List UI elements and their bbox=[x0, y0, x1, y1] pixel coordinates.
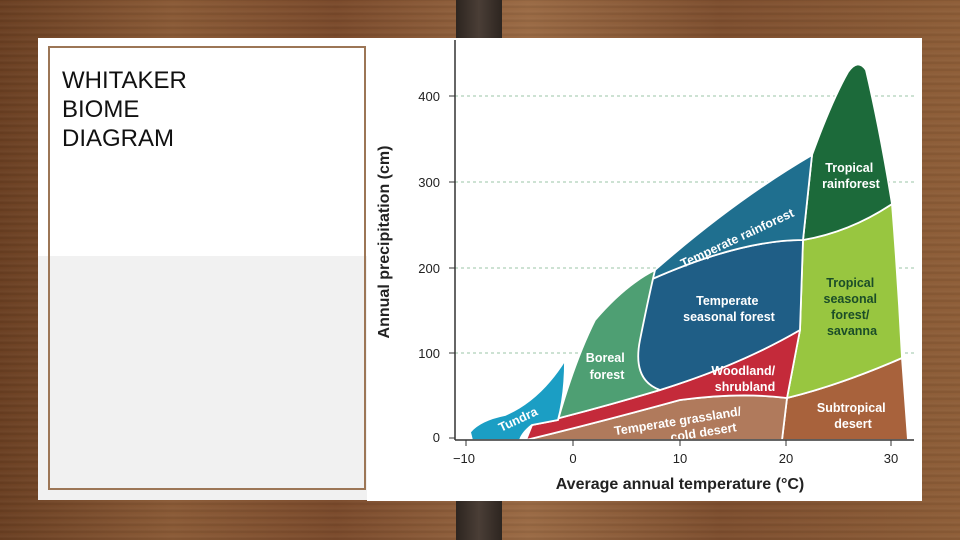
whittaker-figure: Tundra Boreal forest Temperate rainfores… bbox=[367, 38, 922, 501]
region-tundra bbox=[469, 359, 566, 441]
label-subtropical-desert: Subtropical desert bbox=[817, 401, 889, 431]
card-lower-panel bbox=[38, 256, 368, 500]
y-tick-label-100: 100 bbox=[418, 346, 440, 361]
y-tick-label-0: 0 bbox=[433, 430, 440, 445]
label-woodland-line2: shrubland bbox=[715, 380, 775, 394]
x-tick-label-m10: −10 bbox=[453, 451, 475, 466]
y-tick-label-400: 400 bbox=[418, 89, 440, 104]
x-tick-label-10: 10 bbox=[673, 451, 687, 466]
biome-chart: Tundra Boreal forest Temperate rainfores… bbox=[376, 40, 914, 493]
label-boreal-line1: Boreal bbox=[586, 351, 625, 365]
label-tsfs-line2: seasonal bbox=[824, 292, 878, 306]
label-woodland-line1: Woodland/ bbox=[711, 364, 775, 378]
label-tsfs-line4: savanna bbox=[827, 324, 878, 338]
label-boreal-line2: forest bbox=[590, 368, 626, 382]
x-tick-label-20: 20 bbox=[779, 451, 793, 466]
y-axis-ticks: 0 100 200 300 400 bbox=[418, 89, 455, 445]
y-axis-title: Annual precipitation (cm) bbox=[376, 146, 393, 339]
region-temperate-rainforest bbox=[649, 154, 813, 281]
region-tropical-rainforest bbox=[802, 63, 893, 241]
x-tick-label-0: 0 bbox=[569, 451, 576, 466]
x-axis-ticks: −10 0 10 20 30 bbox=[453, 440, 898, 466]
axes bbox=[454, 40, 914, 441]
label-tropical-seasonal-forest: Tropical seasonal forest/ savanna bbox=[824, 276, 881, 338]
label-tsfs-line1: Tropical bbox=[826, 276, 874, 290]
y-tick-label-200: 200 bbox=[418, 261, 440, 276]
label-tsfs-line3: forest/ bbox=[831, 308, 870, 322]
label-tsf-line1: Temperate bbox=[696, 294, 758, 308]
label-trf-line1: Tropical bbox=[825, 161, 873, 175]
label-sd-line2: desert bbox=[834, 417, 872, 431]
region-boreal-forest bbox=[531, 269, 661, 426]
label-boreal-forest: Boreal forest bbox=[586, 351, 628, 382]
label-tropical-rainforest: Tropical rainforest bbox=[822, 161, 880, 191]
slide-title: WHITAKER BIOME DIAGRAM bbox=[62, 67, 187, 152]
label-temperate-seasonal-forest: Temperate seasonal forest bbox=[683, 294, 776, 324]
label-woodland-shrubland: Woodland/ shrubland bbox=[711, 364, 778, 394]
x-axis-title: Average annual temperature (°C) bbox=[556, 476, 805, 493]
title-card: WHITAKER BIOME DIAGRAM bbox=[38, 38, 368, 500]
x-tick-label-30: 30 bbox=[884, 451, 898, 466]
label-sd-line1: Subtropical bbox=[817, 401, 886, 415]
label-tsf-line2: seasonal forest bbox=[683, 310, 776, 324]
label-trf-line2: rainforest bbox=[822, 177, 880, 191]
y-tick-label-300: 300 bbox=[418, 175, 440, 190]
biome-regions bbox=[469, 63, 909, 441]
